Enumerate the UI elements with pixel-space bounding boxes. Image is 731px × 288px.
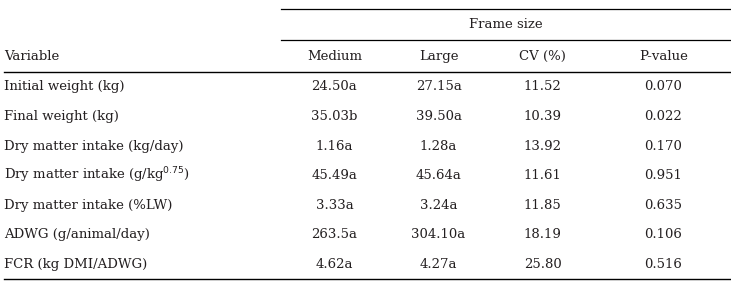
Text: Final weight (kg): Final weight (kg) [4,110,118,123]
Text: P-value: P-value [639,50,688,63]
Text: 0.951: 0.951 [645,169,682,182]
Text: 1.28a: 1.28a [420,140,458,153]
Text: 10.39: 10.39 [524,110,561,123]
Text: Initial weight (kg): Initial weight (kg) [4,80,124,93]
Text: 0.516: 0.516 [645,258,682,271]
Text: Frame size: Frame size [469,18,543,31]
Text: 35.03b: 35.03b [311,110,357,123]
Text: Variable: Variable [4,50,59,63]
Text: 1.16a: 1.16a [316,140,353,153]
Text: 45.64a: 45.64a [416,169,461,182]
Text: 4.62a: 4.62a [316,258,353,271]
Text: 304.10a: 304.10a [412,228,466,241]
Text: 39.50a: 39.50a [416,110,461,123]
Text: 11.52: 11.52 [524,80,561,93]
Text: 45.49a: 45.49a [311,169,357,182]
Text: 18.19: 18.19 [524,228,561,241]
Text: Dry matter intake (%LW): Dry matter intake (%LW) [4,199,172,212]
Text: Dry matter intake (g/kg$^{0.75}$): Dry matter intake (g/kg$^{0.75}$) [4,166,189,185]
Text: 3.24a: 3.24a [420,199,458,212]
Text: Dry matter intake (kg/day): Dry matter intake (kg/day) [4,140,183,153]
Text: 0.170: 0.170 [645,140,682,153]
Text: 11.85: 11.85 [524,199,561,212]
Text: FCR (kg DMI/ADWG): FCR (kg DMI/ADWG) [4,258,147,271]
Text: 263.5a: 263.5a [311,228,357,241]
Text: ADWG (g/animal/day): ADWG (g/animal/day) [4,228,150,241]
Text: 25.80: 25.80 [524,258,561,271]
Text: 27.15a: 27.15a [416,80,461,93]
Text: 0.106: 0.106 [645,228,682,241]
Text: 4.27a: 4.27a [420,258,458,271]
Text: 0.635: 0.635 [645,199,682,212]
Text: 24.50a: 24.50a [311,80,357,93]
Text: 0.070: 0.070 [645,80,682,93]
Text: 13.92: 13.92 [524,140,561,153]
Text: Medium: Medium [307,50,362,63]
Text: 3.33a: 3.33a [316,199,353,212]
Text: Large: Large [419,50,458,63]
Text: 0.022: 0.022 [645,110,682,123]
Text: CV (%): CV (%) [519,50,567,63]
Text: 11.61: 11.61 [524,169,561,182]
